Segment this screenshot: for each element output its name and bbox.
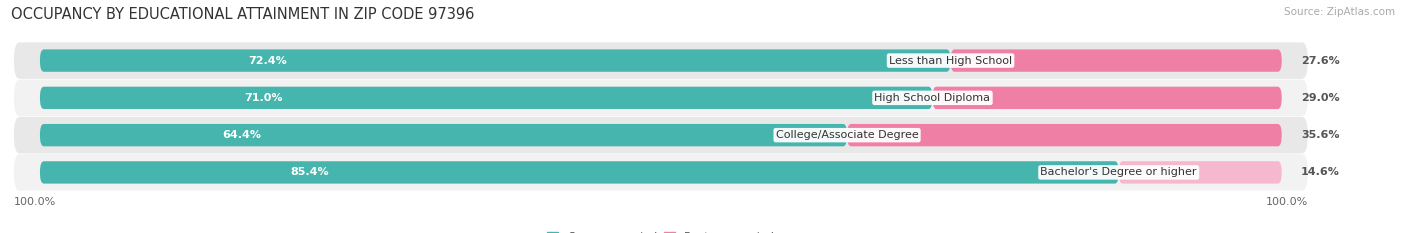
Text: 85.4%: 85.4%: [290, 168, 329, 177]
Legend: Owner-occupied, Renter-occupied: Owner-occupied, Renter-occupied: [547, 232, 775, 233]
FancyBboxPatch shape: [39, 87, 932, 109]
FancyBboxPatch shape: [1119, 161, 1282, 184]
FancyBboxPatch shape: [14, 117, 1308, 153]
FancyBboxPatch shape: [14, 154, 1308, 191]
Text: 71.0%: 71.0%: [243, 93, 283, 103]
Text: Bachelor's Degree or higher: Bachelor's Degree or higher: [1040, 168, 1197, 177]
FancyBboxPatch shape: [39, 161, 1119, 184]
Text: 14.6%: 14.6%: [1301, 168, 1340, 177]
FancyBboxPatch shape: [950, 49, 1282, 72]
FancyBboxPatch shape: [846, 124, 1282, 146]
Text: Source: ZipAtlas.com: Source: ZipAtlas.com: [1284, 7, 1395, 17]
Text: College/Associate Degree: College/Associate Degree: [776, 130, 918, 140]
Text: High School Diploma: High School Diploma: [875, 93, 990, 103]
Text: 27.6%: 27.6%: [1301, 56, 1340, 65]
Text: 72.4%: 72.4%: [249, 56, 287, 65]
FancyBboxPatch shape: [39, 49, 950, 72]
Text: 100.0%: 100.0%: [1265, 197, 1308, 207]
Text: OCCUPANCY BY EDUCATIONAL ATTAINMENT IN ZIP CODE 97396: OCCUPANCY BY EDUCATIONAL ATTAINMENT IN Z…: [11, 7, 475, 22]
Text: Less than High School: Less than High School: [889, 56, 1012, 65]
Text: 100.0%: 100.0%: [14, 197, 56, 207]
FancyBboxPatch shape: [39, 124, 846, 146]
Text: 35.6%: 35.6%: [1301, 130, 1340, 140]
FancyBboxPatch shape: [932, 87, 1282, 109]
Text: 64.4%: 64.4%: [222, 130, 262, 140]
FancyBboxPatch shape: [14, 80, 1308, 116]
Text: 29.0%: 29.0%: [1301, 93, 1340, 103]
FancyBboxPatch shape: [14, 42, 1308, 79]
